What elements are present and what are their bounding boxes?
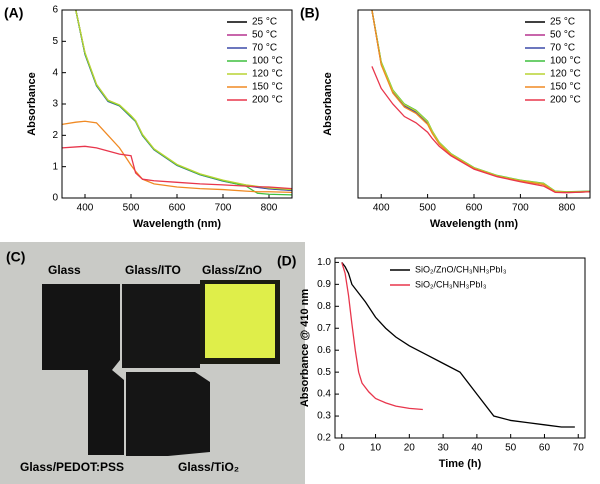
y-tick-label: 0.4 — [317, 389, 331, 400]
sample-zno — [205, 284, 275, 358]
y-tick-label: 0.7 — [317, 323, 331, 334]
series-line — [75, 10, 292, 191]
x-axis-label: Time (h) — [439, 458, 482, 470]
sample-glass — [42, 284, 120, 370]
caption: Glass/ITO — [125, 263, 181, 277]
x-tick-label: 400 — [373, 203, 390, 214]
y-tick-label: 3 — [52, 99, 58, 110]
legend-label: 150 °C — [550, 82, 581, 93]
x-tick-label: 50 — [505, 443, 517, 454]
series-line — [62, 145, 292, 190]
caption: Glass/TiO₂ — [178, 460, 239, 474]
panel-label: (A) — [4, 5, 23, 21]
plot-lines — [341, 261, 575, 428]
panel-label: (B) — [300, 5, 319, 21]
legend-label: 150 °C — [252, 82, 283, 93]
y-tick-label: 2 — [52, 130, 58, 141]
y-tick-label: 4 — [52, 67, 58, 78]
y-tick-label: 1 — [52, 161, 58, 172]
x-tick-label: 800 — [558, 203, 575, 214]
sample-ito — [122, 284, 200, 368]
x-tick-label: 70 — [573, 443, 585, 454]
legend-label: 50 °C — [252, 30, 277, 41]
y-tick-label: 5 — [52, 36, 58, 47]
x-tick-label: 60 — [539, 443, 551, 454]
legend-label: 25 °C — [252, 17, 277, 28]
x-tick-label: 20 — [404, 443, 416, 454]
legend-label: 200 °C — [252, 95, 283, 106]
panel-label: (C) — [6, 249, 25, 265]
plot-frame — [357, 9, 591, 199]
y-axis-label: Absorbance — [322, 72, 334, 136]
y-tick-label: 0.9 — [317, 279, 331, 290]
x-axis-label: Wavelength (nm) — [133, 218, 222, 230]
photo: (C) Glass Glass/ITO Glass/ZnO Glass/PEDO… — [0, 242, 305, 484]
x-tick-label: 600 — [466, 203, 483, 214]
caption: Glass — [48, 263, 81, 277]
sample-pedot — [88, 370, 124, 455]
legend-label: 120 °C — [252, 69, 283, 80]
x-tick-label: 40 — [471, 443, 483, 454]
y-tick-label: 0.3 — [317, 411, 331, 422]
x-tick-label: 0 — [339, 443, 345, 454]
y-axis-label: Absorbance — [26, 72, 38, 136]
series-line — [341, 261, 575, 428]
y-axis-label: Absorbance @ 410 nm — [299, 289, 311, 408]
y-tick-label: 0 — [52, 193, 58, 204]
legend-label: 25 °C — [550, 17, 575, 28]
legend-label: 100 °C — [252, 56, 283, 67]
y-tick-label: 1.0 — [317, 257, 331, 268]
x-tick-label: 30 — [438, 443, 450, 454]
x-tick-label: 700 — [512, 203, 529, 214]
series-line — [341, 262, 423, 411]
plot-frame — [334, 257, 586, 439]
y-tick-label: 0.2 — [317, 433, 331, 444]
caption: Glass/ZnO — [202, 263, 262, 277]
series-line — [371, 66, 590, 194]
x-tick-label: 600 — [169, 203, 186, 214]
panel-label: (D) — [277, 253, 296, 269]
y-tick-label: 0.5 — [317, 367, 331, 378]
legend-label: 70 °C — [252, 43, 277, 54]
plot-lines — [371, 10, 590, 194]
x-tick-label: 400 — [77, 203, 94, 214]
x-tick-label: 10 — [370, 443, 382, 454]
series-line — [371, 10, 590, 194]
legend-label: SiO₂/CH₃NH₃PbI₃ — [415, 279, 487, 289]
legend-label: 70 °C — [550, 43, 575, 54]
x-tick-label: 800 — [261, 203, 278, 214]
x-tick-label: 500 — [123, 203, 140, 214]
x-tick-label: 700 — [215, 203, 232, 214]
sample-tio2 — [126, 372, 210, 456]
legend-label: 200 °C — [550, 95, 581, 106]
legend-label: SiO₂/ZnO/CH₃NH₃PbI₃ — [415, 264, 507, 274]
legend-label: 100 °C — [550, 56, 581, 67]
caption: Glass/PEDOT:PSS — [20, 460, 124, 474]
plot-lines — [62, 10, 292, 196]
x-tick-label: 500 — [419, 203, 436, 214]
plot-frame — [61, 9, 293, 199]
series-line — [371, 10, 590, 193]
x-axis-label: Wavelength (nm) — [430, 218, 519, 230]
y-tick-label: 0.6 — [317, 345, 331, 356]
y-tick-label: 6 — [52, 5, 58, 16]
y-tick-label: 0.8 — [317, 301, 331, 312]
legend-label: 120 °C — [550, 69, 581, 80]
legend-label: 50 °C — [550, 30, 575, 41]
